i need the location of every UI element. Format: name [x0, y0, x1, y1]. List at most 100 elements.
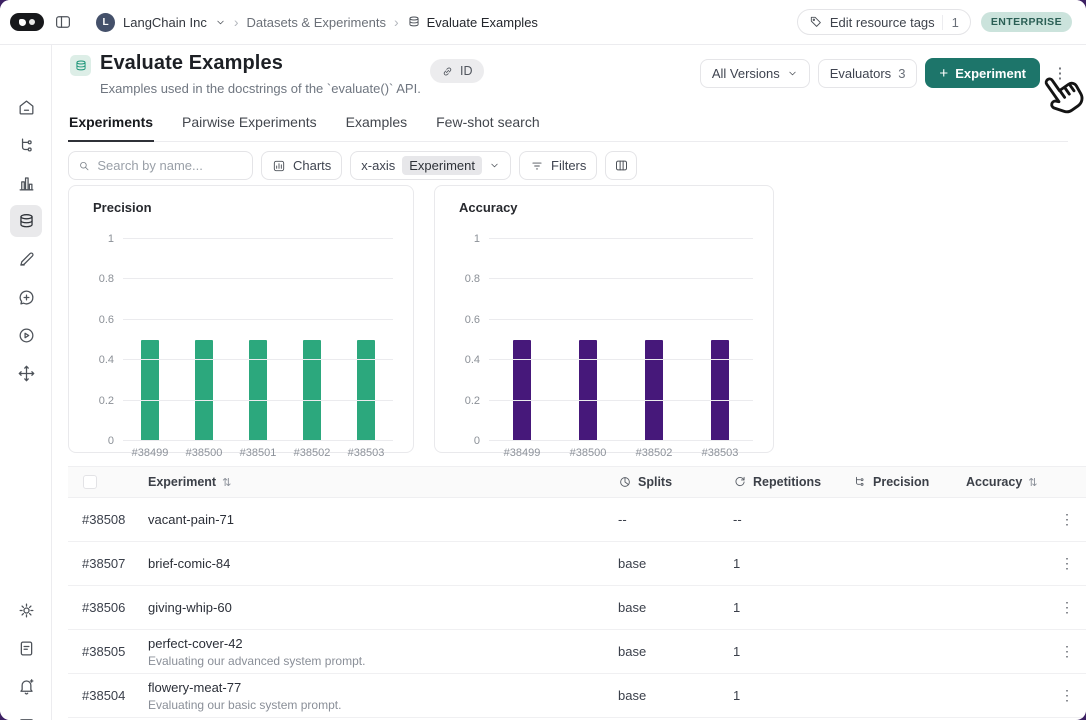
breadcrumb-page[interactable]: Evaluate Examples: [407, 15, 538, 30]
chart-title: Accuracy: [459, 200, 518, 215]
chart-title: Precision: [93, 200, 152, 215]
x-tick-label: #38503: [347, 447, 385, 459]
sidebar-item-home[interactable]: [10, 91, 42, 123]
sidebar-item-notifications[interactable]: [10, 670, 42, 702]
sidebar-item-annotation[interactable]: [10, 243, 42, 275]
message-plus-icon: [19, 289, 33, 304]
row-menu-button[interactable]: ⋮: [1060, 643, 1074, 659]
table-row[interactable]: #38507 brief-comic-84 base 1 ⋮: [68, 542, 1086, 586]
breadcrumb-separator: ›: [233, 14, 239, 30]
row-menu-button[interactable]: ⋮: [1060, 599, 1074, 615]
repetitions-value: 1: [733, 644, 741, 659]
x-tick-label: #38502: [293, 447, 331, 459]
row-menu-button[interactable]: ⋮: [1060, 511, 1074, 527]
logo-glyph-icon: [19, 18, 26, 26]
search-input[interactable]: [97, 158, 243, 173]
sidebar-item-playground[interactable]: [10, 319, 42, 351]
gridline: [123, 238, 393, 239]
sidebar-toggle-button[interactable]: [52, 11, 74, 33]
columns-icon: [615, 160, 627, 171]
x-tick-label: #38500: [185, 447, 223, 459]
versions-dropdown[interactable]: All Versions: [699, 58, 810, 88]
x-tick-label: #38499: [503, 447, 541, 459]
charts-toggle-button[interactable]: Charts: [261, 151, 343, 180]
page-subtitle: Examples used in the docstrings of the `…: [100, 81, 421, 96]
link-icon: [443, 67, 452, 75]
sidebar-item-monitoring[interactable]: [10, 167, 42, 199]
columns-button[interactable]: [605, 151, 638, 180]
column-experiment[interactable]: Experiment ⇅: [148, 475, 232, 489]
tab-experiments[interactable]: Experiments: [68, 112, 155, 142]
trace-tree-icon: [21, 138, 32, 152]
id-label: ID: [460, 64, 473, 78]
tab-pairwise-experiments[interactable]: Pairwise Experiments: [182, 114, 317, 130]
sidebar-item-docs[interactable]: [10, 632, 42, 664]
bar-slot: [123, 239, 177, 441]
sort-icon[interactable]: ⇅: [222, 476, 232, 489]
sidebar-item-deployments[interactable]: [10, 357, 42, 389]
evaluators-button[interactable]: Evaluators 3: [817, 58, 918, 88]
bar-slot: [489, 239, 555, 441]
plus-icon: +: [939, 64, 949, 82]
header-menu-button[interactable]: ⋮: [1052, 65, 1068, 82]
row-menu-button[interactable]: ⋮: [1060, 555, 1074, 571]
accuracy-bar-38500: [579, 340, 597, 441]
table-row[interactable]: #38506 giving-whip-60 base 1 ⋮: [68, 586, 1086, 630]
x-tick-label: #38503: [701, 447, 739, 459]
gridline: [489, 440, 753, 441]
table-body: #38508 vacant-pain-71 -- -- ⋮ #38507 bri…: [68, 498, 1086, 718]
precision-bar-38500: [195, 340, 213, 441]
table-row[interactable]: #38508 vacant-pain-71 -- -- ⋮: [68, 498, 1086, 542]
experiment-name: vacant-pain-71: [148, 512, 234, 527]
breadcrumb-section[interactable]: Datasets & Experiments: [246, 14, 386, 30]
search-box[interactable]: [68, 151, 253, 180]
pie-icon: [620, 477, 630, 487]
tag-icon: [810, 16, 821, 27]
repetitions-value: 1: [733, 688, 741, 703]
copy-id-button[interactable]: ID: [430, 59, 484, 83]
table-row[interactable]: #38504 flowery-meat-77 Evaluating our ba…: [68, 674, 1086, 718]
org-name[interactable]: LangChain Inc: [123, 14, 207, 30]
column-precision[interactable]: Precision: [845, 475, 958, 489]
table-row[interactable]: #38505 perfect-cover-42 Evaluating our a…: [68, 630, 1086, 674]
sidebar-item-tracing[interactable]: [10, 129, 42, 161]
y-tick-label: 1: [107, 233, 114, 245]
new-experiment-button[interactable]: + Experiment: [925, 58, 1040, 88]
org-avatar[interactable]: L: [96, 12, 115, 32]
x-axis-labels: #38499 #38500 #38501 #38502 #38503: [123, 447, 393, 459]
sidebar-item-datasets[interactable]: [10, 205, 42, 237]
xaxis-dropdown[interactable]: x-axis Experiment: [350, 151, 511, 180]
bar-chart-icon: [19, 176, 33, 190]
chart-icon: [273, 160, 285, 171]
experiments-table: Experiment ⇅ Splits Repetitions Precisio…: [68, 466, 1086, 718]
sort-icon[interactable]: ⇅: [1028, 476, 1038, 489]
bar-slot: [339, 239, 393, 441]
y-tick-label: 0.4: [464, 354, 480, 367]
xaxis-value-chip: Experiment: [402, 156, 482, 175]
sidebar-item-mail[interactable]: [10, 708, 42, 720]
repetitions-value: 1: [733, 600, 741, 615]
select-all-checkbox[interactable]: [83, 475, 97, 489]
column-accuracy[interactable]: Accuracy ⇅: [966, 475, 1038, 489]
new-experiment-label: Experiment: [955, 65, 1026, 81]
database-icon: [19, 213, 33, 227]
experiment-description: Evaluating our advanced system prompt.: [148, 653, 366, 668]
charts-label: Charts: [293, 158, 332, 173]
sidebar-item-settings[interactable]: [10, 594, 42, 626]
edit-resource-tags-button[interactable]: Edit resource tags 1: [796, 9, 971, 35]
column-repetitions[interactable]: Repetitions: [725, 475, 845, 489]
y-tick-label: 0: [473, 435, 480, 447]
x-tick-label: #38501: [239, 447, 277, 459]
home-icon: [19, 100, 33, 114]
column-splits[interactable]: Splits: [610, 475, 725, 489]
chevron-down-icon[interactable]: [215, 17, 226, 28]
precision-bar-38503: [357, 340, 375, 441]
bar-slot: [231, 239, 285, 441]
tab-few-shot-search[interactable]: Few-shot search: [436, 114, 540, 130]
row-menu-button[interactable]: ⋮: [1060, 687, 1074, 703]
filters-button[interactable]: Filters: [519, 151, 598, 180]
sidebar-item-prompts[interactable]: [10, 281, 42, 313]
tab-examples[interactable]: Examples: [345, 114, 408, 130]
experiment-name: perfect-cover-42: [148, 635, 243, 651]
